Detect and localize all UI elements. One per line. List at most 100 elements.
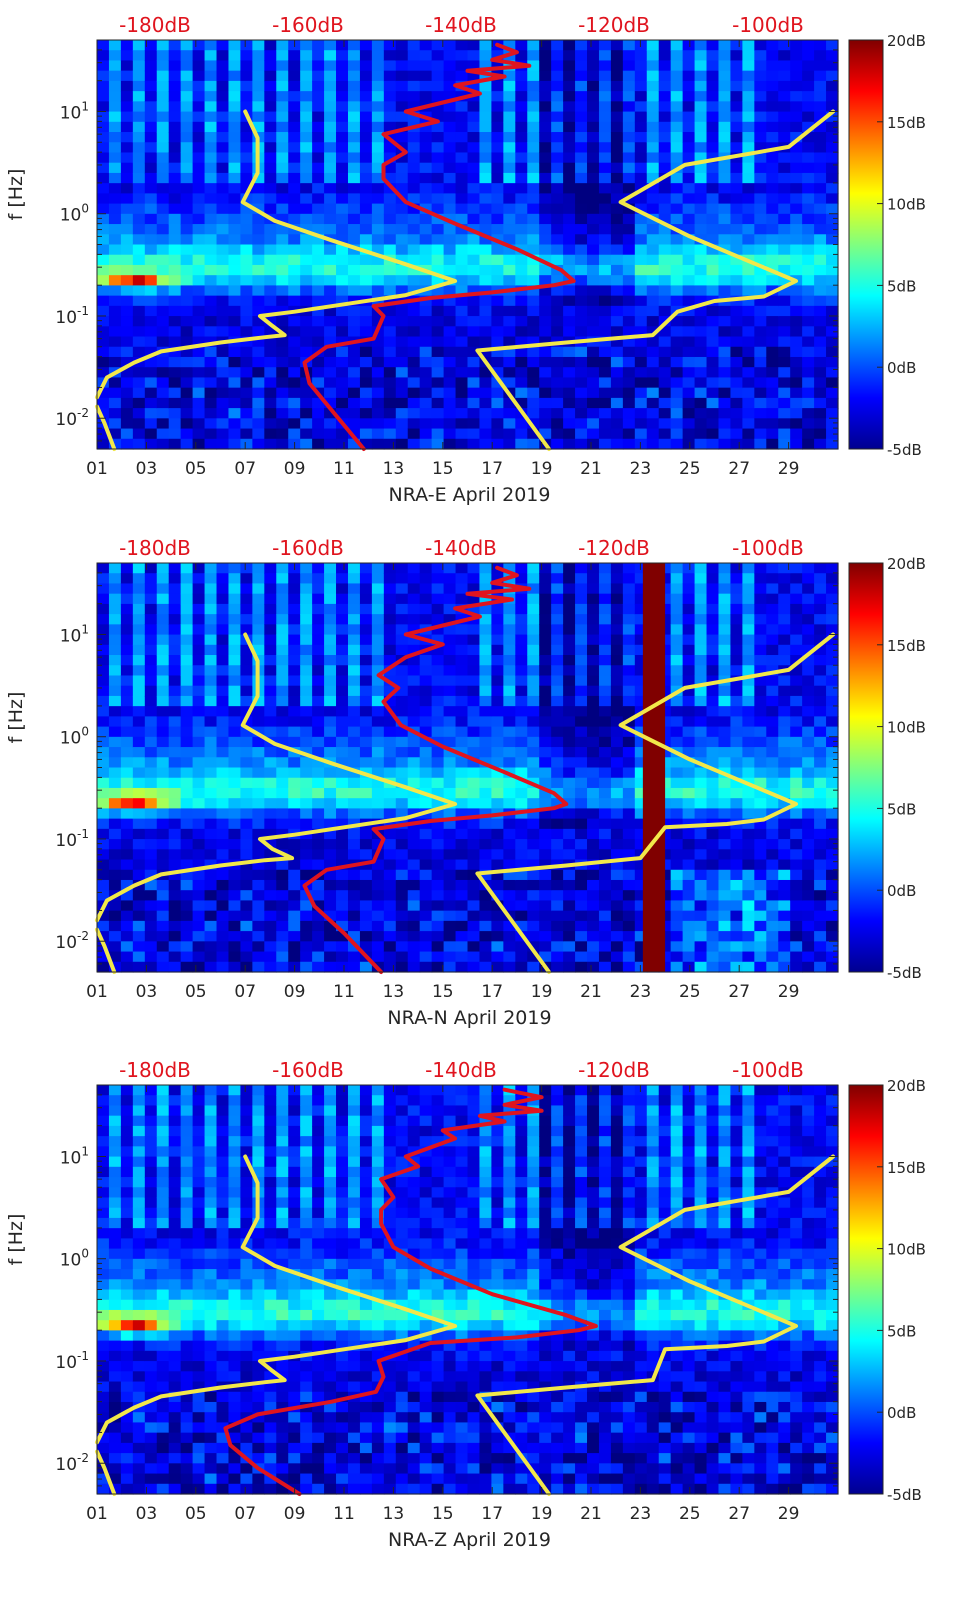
heatmap-cell [515,428,528,440]
heatmap-cell [312,716,325,728]
heatmap-cell [336,665,349,677]
heatmap-cell [778,603,791,615]
heatmap-cell [443,849,457,861]
heatmap-cell [598,254,612,266]
heatmap-cell [431,428,445,440]
heatmap-cell [395,121,409,133]
heatmap-cell [826,377,839,389]
heatmap-cell [407,142,421,154]
heatmap-cell [682,900,696,912]
heatmap-cell [443,224,457,235]
heatmap-cell [168,295,182,307]
heatmap-cell [336,80,349,92]
heatmap-cell [216,757,230,769]
heatmap-cell [802,40,815,51]
heatmap-cell [443,346,457,358]
heatmap-cell [216,275,230,286]
heatmap-cell [395,213,409,225]
heatmap-cell [598,869,612,881]
heatmap-cell [324,387,337,399]
heatmap-cell [539,346,552,358]
heatmap-cell [383,869,397,881]
heatmap-cell [347,50,361,62]
heatmap-cell [312,408,325,419]
heatmap-cell [491,346,504,358]
heatmap-cell [706,377,720,389]
heatmap-cell [276,695,289,707]
heatmap-cell [826,336,839,348]
heatmap-cell [443,736,457,748]
heatmap-cell [240,356,253,368]
heatmap-cell [790,234,803,246]
heatmap-cell [598,603,612,615]
heatmap-cell [156,408,170,419]
heatmap-cell [443,961,457,973]
heatmap-cell [539,644,552,656]
heatmap-cell [491,254,504,266]
heatmap-cell [467,655,481,666]
heatmap-cell [634,40,648,51]
heatmap-cell [802,70,815,82]
heatmap-cell [383,695,397,707]
heatmap-cell [610,849,624,861]
heatmap-cell [168,787,182,799]
heatmap-cell [371,234,385,246]
heatmap-cell [97,326,110,338]
heatmap-cell [204,142,218,154]
heatmap-cell [455,828,469,840]
heatmap-cell [754,931,767,942]
heatmap-cell [682,644,696,656]
heatmap-cell [383,244,397,256]
heatmap-cell [276,798,289,809]
heatmap-cell [359,193,373,205]
heatmap-cell [228,356,242,368]
heatmap-cell [778,614,791,625]
heatmap-cell [204,428,218,440]
heatmap-cell [407,408,421,419]
heatmap-cell [324,101,337,113]
heatmap-cell [443,183,457,194]
heatmap-cell [670,644,684,656]
heatmap-cell [730,910,743,922]
heatmap-cell [646,408,660,419]
heatmap-cell [144,920,158,932]
heatmap-cell [216,828,230,840]
heatmap-cell [634,234,648,246]
heatmap-cell [610,583,624,595]
heatmap-cell [575,172,588,184]
heatmap-cell [252,121,265,133]
heatmap-cell [300,644,313,656]
heatmap-cell [610,285,624,297]
heatmap-cell [359,603,373,615]
heatmap-cell [587,172,600,184]
heatmap-cell [503,634,516,646]
heatmap-cell [479,634,492,646]
heatmap-cell [180,849,194,861]
heatmap-cell [120,408,134,419]
heatmap-cell [276,397,289,409]
heatmap-cell [491,305,504,317]
heatmap-cell [539,583,552,595]
heatmap-cell [682,193,696,205]
heatmap-cell [455,142,469,154]
heatmap-cell [730,726,743,738]
heatmap-cell [312,961,325,973]
heatmap-cell [814,285,827,297]
heatmap-cell [264,316,277,327]
heatmap-cell [575,941,588,953]
heatmap-cell [826,285,839,297]
heatmap-cell [587,747,600,758]
heatmap-cell [216,573,230,585]
heatmap-cell [455,777,469,789]
heatmap-cell [156,438,170,450]
heatmap-cell [718,624,732,636]
heatmap-cell [610,142,624,154]
heatmap-cell [563,573,576,585]
heatmap-cell [443,614,457,625]
heatmap-cell [288,777,301,789]
x-tick-label: 07 [234,459,256,479]
heatmap-cell [97,695,110,707]
heatmap-cell [132,264,146,276]
heatmap-cell [551,890,564,902]
heatmap-cell [371,900,385,912]
